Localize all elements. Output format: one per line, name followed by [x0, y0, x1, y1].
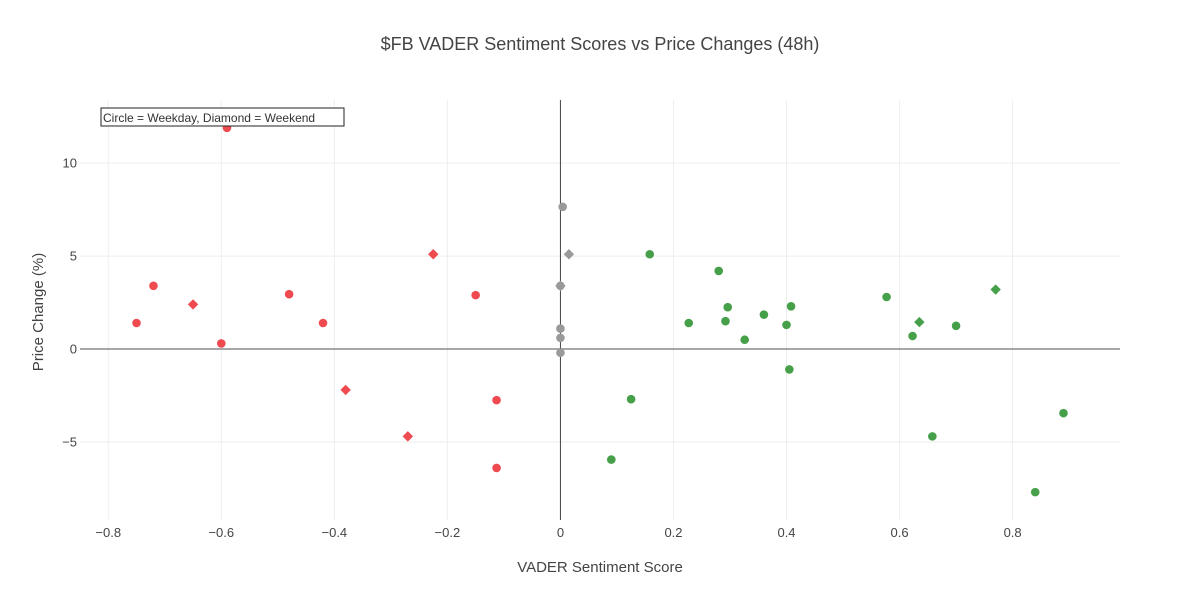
scatter-point-weekend[interactable]: [187, 299, 199, 310]
scatter-point-weekday[interactable]: [492, 395, 501, 405]
scatter-point-weekday[interactable]: [556, 281, 565, 291]
gridlines: [80, 100, 1120, 520]
scatter-point-weekday[interactable]: [782, 320, 791, 330]
zero-lines: [80, 100, 1120, 520]
scatter-point-weekday[interactable]: [786, 301, 796, 311]
scatter-point-weekday[interactable]: [556, 348, 565, 358]
scatter-point-weekend[interactable]: [563, 249, 575, 260]
x-tick-label: −0.2: [435, 525, 461, 540]
scatter-point-weekday[interactable]: [882, 292, 891, 302]
scatter-point-weekday[interactable]: [626, 394, 636, 404]
scatter-point-weekend[interactable]: [914, 316, 925, 328]
y-tick-label: 0: [70, 342, 77, 357]
x-tick-label: 0.4: [777, 525, 795, 540]
scatter-point-weekday[interactable]: [607, 455, 616, 464]
scatter-point-weekday[interactable]: [556, 324, 565, 333]
scatter-point-weekday[interactable]: [721, 316, 730, 326]
x-tick-label: −0.8: [95, 525, 121, 540]
y-axis-label: Price Change (%): [30, 253, 47, 371]
x-tick-label: 0.6: [891, 525, 909, 540]
scatter-point-weekday[interactable]: [740, 335, 749, 345]
scatter-point-weekend[interactable]: [402, 431, 414, 442]
x-axis-label: VADER Sentiment Score: [517, 559, 683, 576]
scatter-point-weekday[interactable]: [132, 318, 141, 328]
x-tick-label: −0.6: [208, 525, 234, 540]
scatter-point-weekday[interactable]: [723, 302, 733, 312]
scatter-point-weekday[interactable]: [556, 333, 565, 343]
x-tick-label: 0.8: [1004, 525, 1022, 540]
scatter-point-weekend[interactable]: [428, 249, 439, 260]
scatter-point-weekday[interactable]: [759, 310, 769, 319]
y-tick-label: −5: [62, 434, 77, 449]
y-tick-label: 10: [63, 156, 77, 171]
annotation-text: Circle = Weekday, Diamond = Weekend: [103, 111, 315, 125]
scatter-point-weekday[interactable]: [785, 365, 794, 374]
scatter-point-weekday[interactable]: [714, 266, 723, 276]
scatter-point-weekend[interactable]: [990, 284, 1001, 295]
scatter-point-weekday[interactable]: [318, 318, 328, 328]
scatter-point-weekday[interactable]: [471, 290, 480, 300]
scatter-point-weekday[interactable]: [558, 202, 567, 212]
scatter-point-weekday[interactable]: [684, 318, 694, 328]
scatter-point-weekend[interactable]: [340, 384, 351, 396]
scatter-point-weekday[interactable]: [951, 321, 961, 331]
scatter-point-weekday[interactable]: [149, 281, 158, 291]
x-tick-label: −0.4: [322, 525, 348, 540]
annotation-box: Circle = Weekday, Diamond = Weekend: [100, 107, 345, 127]
x-axis-ticks: −0.8 −0.6 −0.4 −0.2 0 0.2 0.4 0.6 0.8: [95, 525, 1021, 540]
scatter-point-weekday[interactable]: [1059, 408, 1068, 418]
scatter-point-weekday[interactable]: [492, 463, 501, 473]
x-tick-label: 0: [557, 525, 564, 540]
x-tick-label: 0.2: [664, 525, 682, 540]
scatter-point-weekday[interactable]: [217, 339, 226, 348]
data-points[interactable]: [132, 123, 1068, 497]
scatter-point-weekday[interactable]: [284, 289, 294, 299]
scatter-point-weekday[interactable]: [908, 331, 917, 341]
scatter-point-weekday[interactable]: [928, 432, 937, 441]
scatter-point-weekday[interactable]: [645, 249, 655, 259]
y-tick-label: 5: [70, 249, 77, 264]
chart-title: $FB VADER Sentiment Scores vs Price Chan…: [381, 34, 820, 54]
y-axis-ticks: −5 0 5 10: [62, 156, 77, 450]
scatter-point-weekday[interactable]: [1030, 487, 1040, 497]
